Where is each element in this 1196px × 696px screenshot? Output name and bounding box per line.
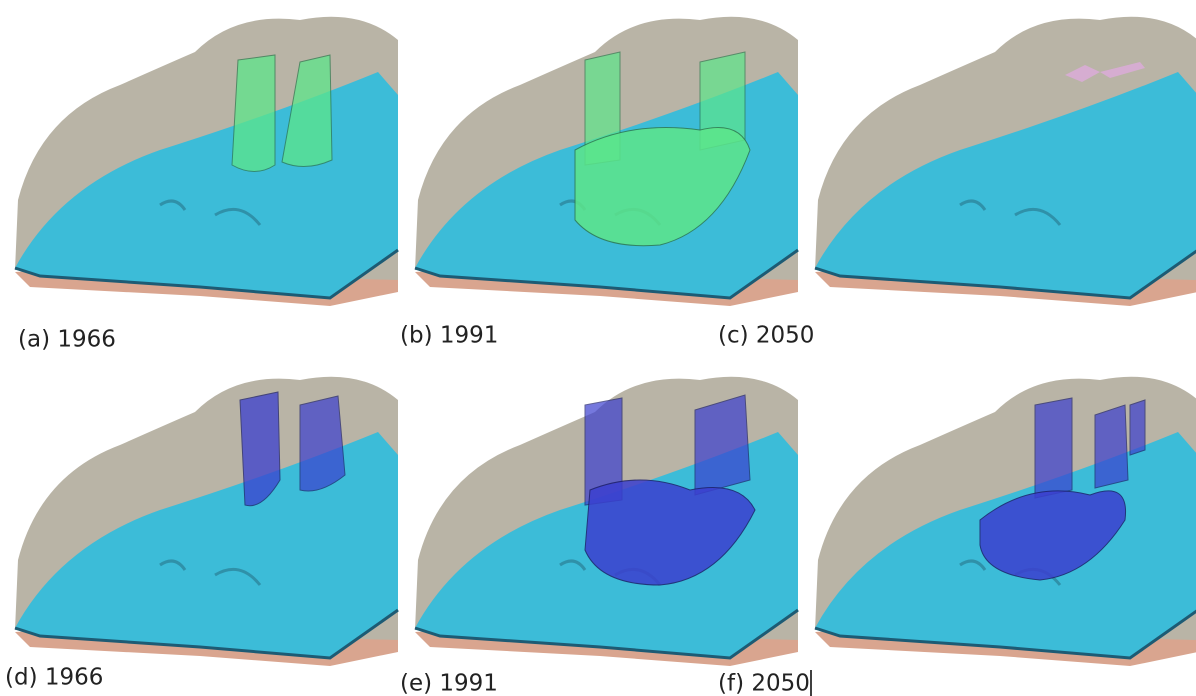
panel-label: (c) 2050 bbox=[718, 323, 814, 349]
panel-a bbox=[13, 15, 400, 308]
panel-f bbox=[813, 375, 1196, 668]
panel-e bbox=[413, 375, 800, 668]
panel-label: (a) 1966 bbox=[18, 327, 116, 353]
panel-label: (b) 1991 bbox=[400, 323, 498, 349]
panel-d bbox=[13, 375, 400, 668]
panel-label: (d) 1966 bbox=[5, 665, 103, 691]
panel-c bbox=[813, 15, 1196, 308]
panel-label: (e) 1991 bbox=[400, 671, 498, 696]
panel-label: (f) 2050 bbox=[718, 671, 810, 696]
panel-b bbox=[413, 15, 800, 308]
